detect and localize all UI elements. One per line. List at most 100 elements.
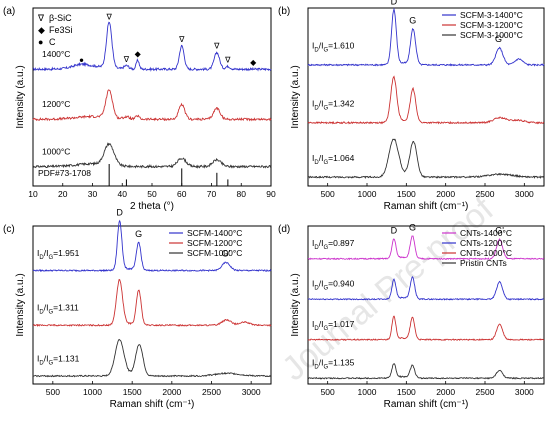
legend-label: SCFM-3-1000°C [460, 30, 523, 40]
intensity-ratio-label: ID/IG=1.017 [312, 319, 355, 332]
x-tick-label: 2500 [476, 189, 495, 199]
series-label: 1200°C [42, 99, 70, 109]
x-tick-label: 50 [147, 189, 157, 199]
peak-label: G' [495, 225, 504, 235]
series-line [32, 89, 272, 122]
series-line [33, 278, 272, 328]
peak-label: G' [495, 34, 504, 44]
x-tick-label: 2500 [202, 387, 221, 397]
y-axis-label: Intensity (a.u.) [290, 65, 301, 128]
x-tick-label: 1000 [358, 189, 377, 199]
series-line [32, 21, 272, 72]
legend-label: SCFM-1000°C [187, 248, 242, 258]
peak-marker: ∇ [178, 35, 185, 44]
legend-label: Fe3Si [49, 25, 73, 35]
x-tick-label: 3000 [242, 387, 261, 397]
intensity-ratio-label: ID/IG=1.311 [37, 303, 79, 316]
peak-marker: ∇ [123, 55, 130, 64]
x-axis-label: Raman shift (cm⁻¹) [384, 399, 469, 410]
panel-label: (c) [3, 224, 15, 235]
series-line [308, 235, 545, 261]
panel-label: (b) [278, 6, 290, 17]
intensity-ratio-label: ID/IG=0.897 [312, 238, 355, 251]
chart-panel-2: (c) 500 1000 1500 2000 2500 3000 Raman shift (c… [3, 208, 272, 410]
intensity-ratio-label: ID/IG=1.610 [312, 41, 355, 54]
x-axis-label: Raman shift (cm⁻¹) [110, 399, 195, 410]
plot-frame [307, 7, 545, 187]
peak-marker: ∇ [213, 41, 220, 50]
x-tick-label: 1000 [83, 387, 102, 397]
x-tick-label: 1500 [397, 387, 416, 397]
x-tick-label: 1000 [358, 387, 377, 397]
chart-panel-1: (b) 500 1000 1500 2000 2500 3000 Raman shift (c… [278, 0, 545, 212]
peak-marker: ∇ [224, 55, 231, 64]
x-tick-label: 70 [207, 189, 217, 199]
legend-label: SCFM-3-1200°C [460, 20, 523, 30]
watermark: Journal Pre-proof [275, 190, 501, 388]
legend-label: Pristin CNTs [460, 258, 507, 268]
legend-symbol: ∇ [37, 13, 45, 23]
series-line [32, 338, 272, 378]
series-line [307, 7, 545, 67]
series-line [307, 315, 545, 342]
legend-symbol: ◆ [38, 25, 45, 35]
legend-label: SCFM-3-1400°C [460, 10, 523, 20]
intensity-ratio-label: ID/IG=1.342 [312, 98, 355, 111]
y-axis-label: Intensity (a.u.) [290, 273, 301, 336]
intensity-ratio-label: ID/IG=1.951 [37, 248, 80, 261]
peak-marker: ◆ [250, 58, 257, 67]
series-line [32, 219, 272, 273]
legend-label: CNTs-1200°C [460, 238, 512, 248]
reference-label: PDF#73-1708 [38, 168, 91, 178]
series-label: 1400°C [42, 49, 70, 59]
legend-symbol: ● [38, 37, 43, 47]
x-tick-label: 2500 [476, 387, 495, 397]
series-line [307, 75, 545, 125]
x-tick-label: 2000 [162, 387, 181, 397]
chart-panel-3: (d) 500 1000 1500 2000 2500 3000 Raman shift (c… [278, 222, 545, 410]
peak-marker: ◆ [135, 49, 142, 58]
x-tick-label: 90 [266, 189, 276, 199]
x-tick-label: 3000 [515, 387, 534, 397]
series-line [32, 142, 272, 169]
legend-label: CNTs-1400°C [460, 228, 512, 238]
x-axis-label: 2 theta (°) [130, 201, 174, 212]
x-tick-label: 60 [177, 189, 187, 199]
x-tick-label: 20 [58, 189, 68, 199]
legend-label: CNTs-1000°C [460, 248, 512, 258]
peak-label: D [116, 208, 123, 218]
intensity-ratio-label: ID/IG=1.131 [37, 353, 80, 366]
series-line [307, 363, 545, 380]
peak-marker: ● [79, 55, 84, 64]
x-tick-label: 2000 [436, 387, 455, 397]
peak-marker: ∇ [105, 13, 112, 22]
intensity-ratio-label: ID/IG=1.064 [312, 153, 355, 166]
peak-label: G [409, 16, 416, 26]
x-tick-label: 10 [28, 189, 38, 199]
x-tick-label: 500 [321, 387, 335, 397]
peak-label: G [409, 222, 416, 232]
y-axis-label: Intensity (a.u.) [15, 273, 26, 336]
panel-label: (d) [278, 224, 290, 235]
plot-frame [307, 225, 545, 385]
peak-label: D [391, 0, 398, 6]
series-line [307, 275, 545, 301]
chart-panel-0: (a) 10 20 30 40 50 60 70 80 90 2 theta (°) Intensit… [3, 6, 276, 212]
series-label: 1000°C [42, 146, 70, 156]
y-axis-label: Intensity (a.u.) [15, 65, 26, 128]
x-tick-label: 30 [88, 189, 98, 199]
x-tick-label: 500 [321, 189, 335, 199]
panel-label: (a) [3, 6, 15, 17]
peak-label: G' [222, 248, 231, 258]
x-tick-label: 3000 [515, 189, 534, 199]
x-tick-label: 40 [118, 189, 128, 199]
legend-label: SCFM-1400°C [187, 228, 242, 238]
legend-label: SCFM-1200°C [187, 238, 242, 248]
plot-frame [32, 225, 272, 385]
peak-label: G [135, 229, 142, 239]
legend-label: β-SiC [49, 13, 72, 23]
series-line [307, 138, 545, 179]
legend-label: C [49, 37, 56, 47]
x-tick-label: 1500 [397, 189, 416, 199]
